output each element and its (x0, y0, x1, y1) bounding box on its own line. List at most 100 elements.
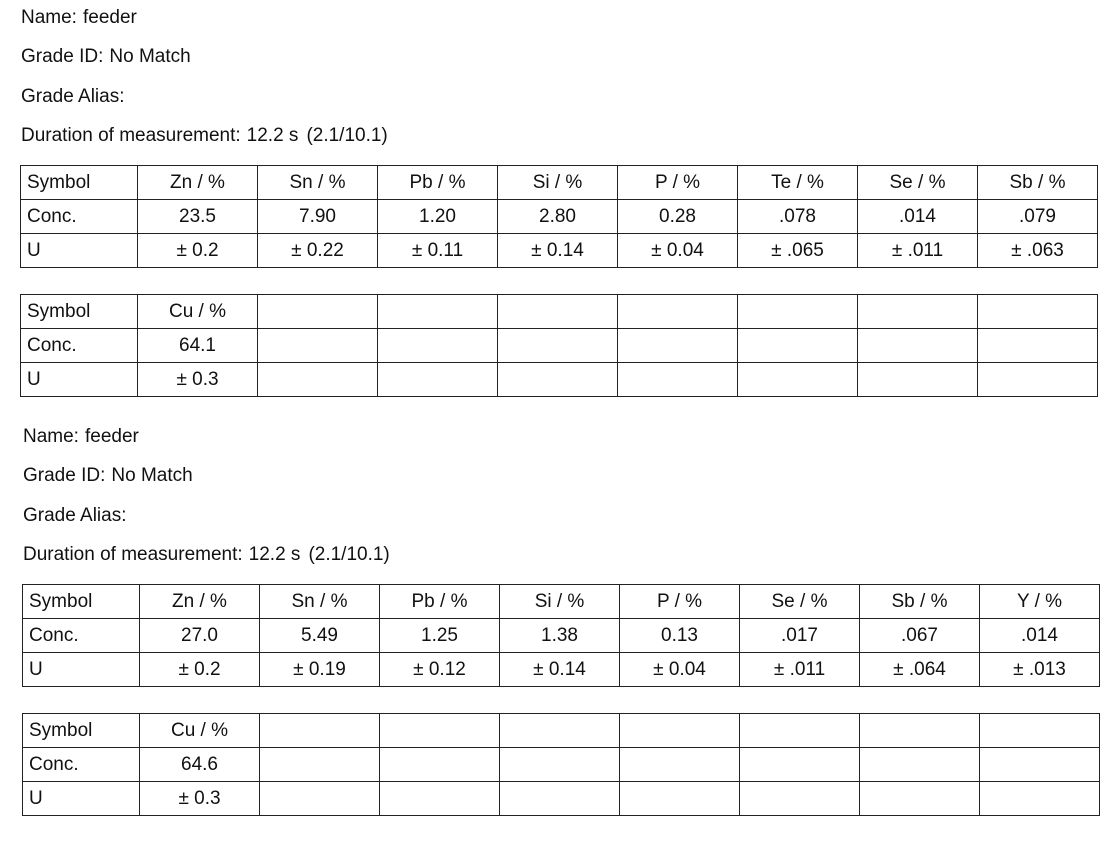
empty-cell (377, 328, 498, 363)
empty-cell (859, 713, 980, 748)
column-header-cell: P / % (619, 584, 740, 619)
grade-id-label: Grade ID: (21, 46, 104, 67)
empty-cell (977, 294, 1098, 329)
uncertainty-cell: ± 0.2 (139, 652, 260, 687)
concentration-cell: 1.25 (379, 618, 500, 653)
concentration-cell: .014 (979, 618, 1100, 653)
empty-cell (857, 328, 978, 363)
uncertainty-cell: ± 0.19 (259, 652, 380, 687)
empty-cell (499, 747, 620, 782)
concentration-cell: 27.0 (139, 618, 260, 653)
column-header-cell: Se / % (739, 584, 860, 619)
empty-cell (619, 747, 740, 782)
row-header-cell: Conc. (20, 328, 138, 363)
empty-cell (617, 294, 738, 329)
uncertainty-cell: ± .011 (857, 233, 978, 268)
empty-cell (739, 713, 860, 748)
empty-cell (497, 294, 618, 329)
column-header-cell: Si / % (497, 165, 618, 200)
column-header-cell: Zn / % (137, 165, 258, 200)
empty-cell (979, 781, 1100, 816)
empty-cell (737, 362, 858, 397)
grade-id-label: Grade ID: (23, 465, 106, 486)
empty-cell (619, 713, 740, 748)
symbol-row: Symbol Cu / % (20, 294, 1098, 329)
empty-cell (857, 294, 978, 329)
empty-cell (857, 362, 978, 397)
symbol-row: Symbol Zn / % Sn / % Pb / % Si / % P / % Se / … (22, 584, 1100, 619)
concentration-cell: .067 (859, 618, 980, 653)
row-header-cell: Symbol (20, 294, 138, 329)
uncertainty-cell: ± 0.3 (137, 362, 258, 397)
grade-id-value: No Match (111, 465, 193, 486)
duration-line: Duration of measurement: 12.2 s (2.1/10.1) (21, 125, 388, 147)
column-header-cell: Sb / % (859, 584, 980, 619)
uncertainty-cell: ± 0.3 (139, 781, 260, 816)
concentration-cell: .078 (737, 199, 858, 234)
grade-alias-line: Grade Alias: (23, 505, 133, 527)
row-header-cell: Conc. (20, 199, 138, 234)
row-header-cell: U (20, 362, 138, 397)
empty-cell (859, 781, 980, 816)
concentration-cell: .014 (857, 199, 978, 234)
grade-id-line: Grade ID: No Match (21, 46, 191, 68)
name-line: Name: feeder (23, 426, 139, 448)
element-table: Symbol Cu / % Conc. 64.1 U ± 0.3 (20, 294, 1098, 397)
name-line: Name: feeder (21, 7, 137, 29)
row-header-cell: U (22, 781, 140, 816)
row-header-cell: Conc. (22, 618, 140, 653)
empty-cell (257, 362, 378, 397)
grade-alias-label: Grade Alias: (21, 86, 125, 107)
uncertainty-row: U ± 0.3 (20, 362, 1098, 397)
element-table: Symbol Zn / % Sn / % Pb / % Si / % P / % Se / … (22, 584, 1100, 687)
name-label: Name: (23, 426, 79, 447)
empty-cell (259, 781, 380, 816)
column-header-cell: Pb / % (377, 165, 498, 200)
empty-cell (259, 747, 380, 782)
empty-cell (499, 781, 620, 816)
conc-row: Conc. 64.6 (22, 747, 1100, 782)
concentration-cell: 0.13 (619, 618, 740, 653)
empty-cell (739, 747, 860, 782)
uncertainty-cell: ± .064 (859, 652, 980, 687)
column-header-cell: Pb / % (379, 584, 500, 619)
duration-value: 12.2 s (248, 544, 301, 565)
empty-cell (619, 781, 740, 816)
empty-cell (979, 713, 1100, 748)
uncertainty-cell: ± 0.12 (379, 652, 500, 687)
uncertainty-cell: ± 0.04 (617, 233, 738, 268)
concentration-cell: 64.1 (137, 328, 258, 363)
concentration-cell: 5.49 (259, 618, 380, 653)
duration-value: 12.2 s (246, 125, 299, 146)
column-header-cell: Sn / % (259, 584, 380, 619)
empty-cell (737, 328, 858, 363)
empty-cell (257, 328, 378, 363)
uncertainty-cell: ± .063 (977, 233, 1098, 268)
uncertainty-row: U ± 0.3 (22, 781, 1100, 816)
duration-label: Duration of measurement: (21, 125, 241, 146)
row-header-cell: Conc. (22, 747, 140, 782)
uncertainty-cell: ± 0.04 (619, 652, 740, 687)
name-label: Name: (21, 7, 77, 28)
row-header-cell: U (22, 652, 140, 687)
conc-row: Conc. 27.0 5.49 1.25 1.38 0.13.017.067.014 (22, 618, 1100, 653)
name-value: feeder (84, 426, 139, 447)
duration-line: Duration of measurement: 12.2 s (2.1/10.1) (23, 544, 390, 566)
column-header-cell: Y / % (979, 584, 1100, 619)
empty-cell (379, 781, 500, 816)
empty-cell (259, 713, 380, 748)
empty-cell (377, 362, 498, 397)
empty-cell (977, 362, 1098, 397)
duration-detail: (2.1/10.1) (306, 125, 388, 146)
uncertainty-row: U ± 0.2 ± 0.19 ± 0.12 ± 0.14 ± 0.04 ± .011 ± .0… (22, 652, 1100, 687)
empty-cell (497, 328, 618, 363)
empty-cell (257, 294, 378, 329)
uncertainty-cell: ± 0.14 (497, 233, 618, 268)
symbol-row: Symbol Zn / % Sn / % Pb / % Si / % P / % Te / … (20, 165, 1098, 200)
empty-cell (497, 362, 618, 397)
uncertainty-cell: ± 0.14 (499, 652, 620, 687)
duration-label: Duration of measurement: (23, 544, 243, 565)
name-value: feeder (82, 7, 137, 28)
empty-cell (617, 328, 738, 363)
column-header-cell: Zn / % (139, 584, 260, 619)
